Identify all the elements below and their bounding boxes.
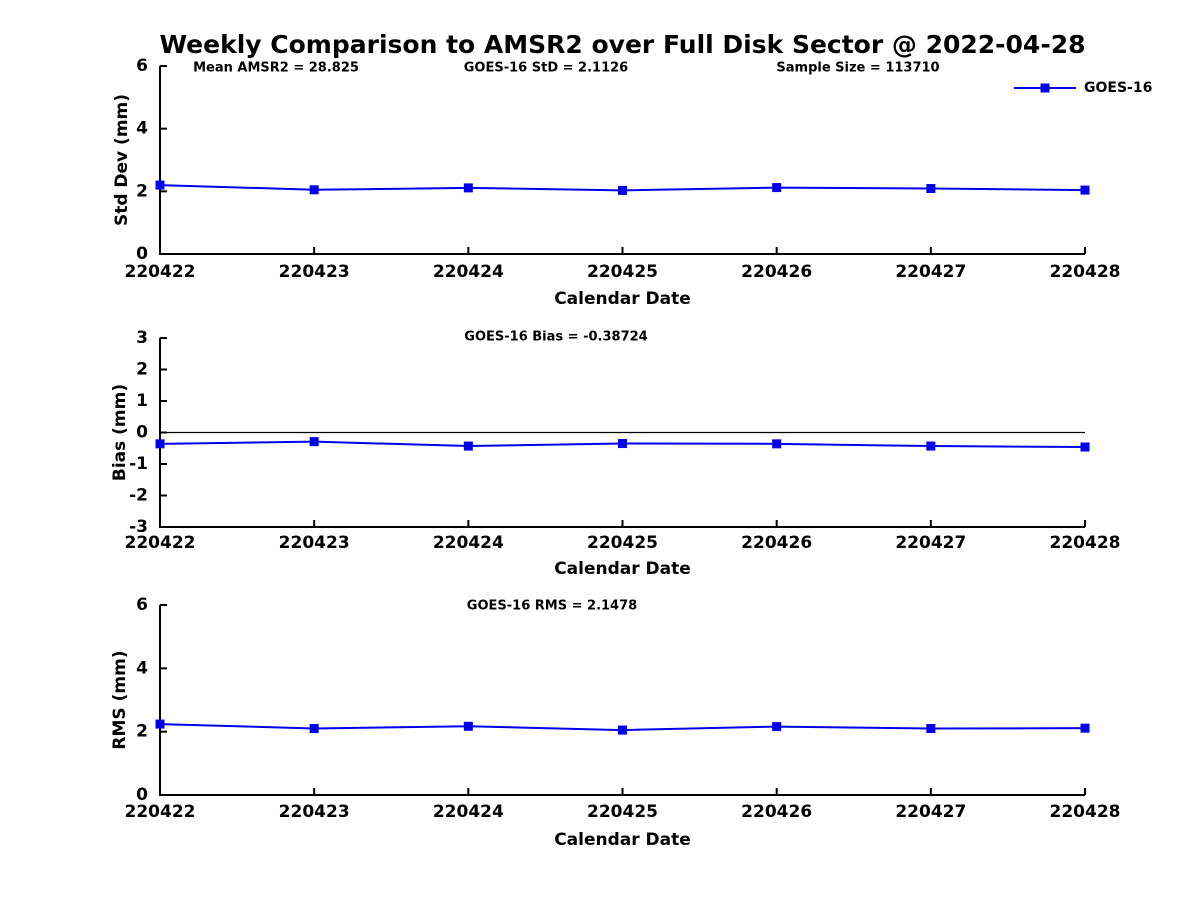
x-tick-label: 220423 (279, 802, 350, 822)
x-tick-label: 220426 (741, 533, 812, 553)
y-tick-label: 6 (136, 595, 148, 615)
data-point-marker (309, 724, 319, 733)
data-point-marker (155, 719, 165, 729)
x-tick-label: 220428 (1050, 262, 1121, 282)
y-axis-label: Bias (mm) (110, 384, 130, 481)
x-tick-label: 220426 (741, 262, 812, 282)
y-tick-label: 6 (136, 56, 148, 76)
x-tick-label: 220425 (587, 802, 658, 822)
legend-line-swatch (1014, 83, 1076, 93)
stat-annotation: GOES-16 StD = 2.1126 (464, 61, 628, 76)
y-axis-label: RMS (mm) (110, 650, 130, 749)
data-point-marker (463, 721, 473, 731)
plot-rms-mm: 0 2 4 6 220422 220423 220424 220425 220426 220427… (110, 595, 1120, 850)
figure-title: Weekly Comparison to AMSR2 over Full Dis… (159, 30, 1086, 59)
plot-bias-mm: -3 -2 -1 0 1 2 3 220422 220423 220424 220425 220426… (110, 328, 1120, 579)
y-tick-label: 0 (136, 244, 148, 264)
y-tick-label: 2 (136, 360, 148, 380)
data-point-marker (618, 439, 627, 449)
legend-marker-icon (1040, 83, 1050, 93)
x-tick-label: 220424 (433, 262, 504, 282)
stat-annotation: GOES-16 Bias = -0.38724 (464, 330, 647, 345)
x-tick-label: 220422 (125, 533, 196, 553)
x-tick-label: 220427 (895, 533, 966, 553)
x-tick-label: 220423 (279, 533, 350, 553)
y-tick-label: 2 (136, 722, 148, 742)
y-tick-label: 0 (136, 785, 148, 805)
x-tick-label: 220423 (279, 262, 350, 282)
y-tick-label: -2 (129, 486, 148, 506)
x-tick-label: 220427 (895, 802, 966, 822)
data-point-marker (618, 185, 627, 195)
legend: GOES-16 (1012, 79, 1152, 97)
x-tick-label: 220425 (587, 262, 658, 282)
data-point-marker (1080, 723, 1090, 733)
x-tick-label: 220422 (125, 802, 196, 822)
y-tick-label: 4 (136, 119, 148, 139)
y-tick-label: 3 (136, 328, 148, 348)
y-tick-label: 0 (136, 423, 148, 443)
y-tick-label: 2 (136, 181, 148, 201)
data-point-marker (309, 185, 319, 195)
x-tick-label: 220427 (895, 262, 966, 282)
plot-std-dev-mm: 0 2 4 6 220422 220423 220424 220425 220426 220427… (112, 56, 1120, 309)
x-tick-label: 220422 (125, 262, 196, 282)
stat-annotation: GOES-16 RMS = 2.1478 (467, 599, 637, 614)
data-point-marker (309, 437, 319, 447)
data-point-marker (463, 441, 473, 451)
axis-spines (159, 66, 1085, 255)
x-axis-label: Calendar Date (554, 559, 691, 579)
x-axis-label: Calendar Date (554, 289, 691, 309)
data-point-marker (926, 724, 936, 733)
data-point-marker (926, 441, 936, 451)
data-point-marker (155, 439, 165, 449)
y-tick-label: 4 (136, 658, 148, 678)
x-tick-label: 220426 (741, 802, 812, 822)
x-tick-label: 220428 (1050, 802, 1121, 822)
data-point-marker (772, 722, 782, 732)
stat-annotation: Sample Size = 113710 (776, 61, 939, 76)
legend-label: GOES-16 (1084, 80, 1153, 96)
y-axis-label: Std Dev (mm) (112, 94, 132, 226)
stat-annotation: Mean AMSR2 = 28.825 (193, 61, 359, 76)
data-point-marker (618, 725, 627, 735)
data-point-marker (926, 184, 936, 194)
y-tick-label: -3 (129, 517, 148, 537)
data-point-marker (1080, 185, 1090, 195)
y-tick-label: 1 (136, 391, 148, 411)
data-point-marker (772, 439, 782, 449)
y-tick-label: -1 (129, 454, 148, 474)
data-point-marker (463, 183, 473, 193)
data-point-marker (1080, 442, 1090, 452)
x-axis-label: Calendar Date (554, 830, 691, 850)
x-tick-label: 220424 (433, 802, 504, 822)
data-point-marker (772, 183, 782, 193)
x-tick-label: 220428 (1050, 533, 1121, 553)
data-point-marker (155, 180, 165, 190)
x-tick-label: 220424 (433, 533, 504, 553)
x-tick-label: 220425 (587, 533, 658, 553)
axis-spines (159, 605, 1085, 796)
